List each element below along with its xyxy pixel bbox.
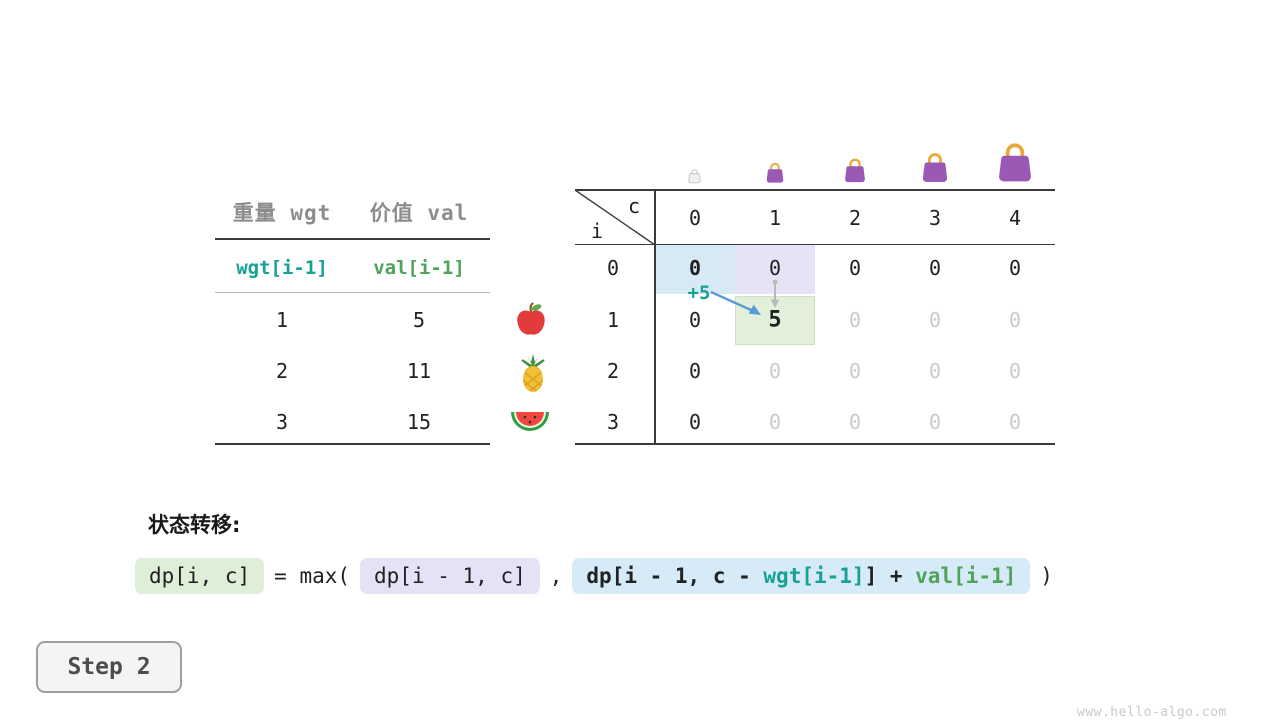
dp-cell-3-3: 0 [928,410,942,434]
item-row-val: 11 [406,359,432,383]
dp-cell-1-2: 0 [848,308,862,332]
dp-row-header: 1 [606,308,620,332]
items-table-mid-divider [215,292,490,293]
operator-comma: , [549,564,563,588]
item-row-val: 5 [412,308,426,332]
pineapple-icon [521,354,545,392]
dp-cell-2-2: 0 [848,359,862,383]
item-row-wgt: 1 [275,308,289,332]
dp-cell-0-2: 0 [848,256,862,280]
items-table-top-divider [215,238,490,240]
dp-col-header: 1 [768,206,782,230]
arrow-down-icon [770,279,780,308]
watermelon-icon [511,412,549,431]
dp-table-vertical-divider [654,189,656,445]
dp-cell-3-1: 0 [768,410,782,434]
dp-cell-2-4: 0 [1008,359,1022,383]
corner-diagonal-line [575,190,655,245]
dp-table-bottom-border [575,443,1055,445]
state-transition-label: 状态转移: [148,513,241,537]
wgt-formula-cell: wgt[i-1] [236,257,328,279]
dp-cell-3-2: 0 [848,410,862,434]
chip-dp-take: dp[i - 1, c - wgt[i-1]] + val[i-1] [572,558,1031,594]
chip-take-prefix: dp[i - 1, c - [586,564,764,588]
dp-cell-0-1: 0 [768,256,782,280]
bag-icon-lg [922,153,948,183]
arrow-take-icon [710,290,761,315]
dp-row-header: 2 [606,359,620,383]
operator-close-paren: ) [1040,564,1053,588]
dp-table-header-divider [575,244,1055,245]
dp-cell-0-4: 0 [1008,256,1022,280]
bag-icon-md [845,158,865,183]
items-col-header-value: 价值 val [369,201,469,225]
dp-cell-2-0: 0 [688,359,702,383]
item-row-wgt: 2 [275,359,289,383]
chip-dp-skip: dp[i - 1, c] [360,558,540,594]
dp-cell-1-4: 0 [1008,308,1022,332]
chip-take-mid: ] + [864,564,916,588]
dp-cell-0-0: 0 [688,256,702,280]
dp-cell-1-3: 0 [928,308,942,332]
watermark: www.hello-algo.com [1077,705,1227,720]
dp-cell-1-0: 0 [688,308,702,332]
dp-row-header: 3 [606,410,620,434]
chip-take-val: val[i-1] [915,564,1017,588]
dp-table-top-border [575,189,1055,191]
dp-col-header: 3 [928,206,942,230]
bag-icon-sm [766,162,784,183]
bag-icon-xl [999,143,1031,182]
step-badge[interactable]: Step 2 [36,641,182,693]
val-formula-cell: val[i-1] [373,257,465,279]
operator-eq-max: = max( [274,564,351,588]
transition-formula: dp[i, c] = max( dp[i - 1, c] , dp[i - 1,… [135,558,1053,594]
dp-row-header: 0 [606,256,620,280]
dp-cell-3-4: 0 [1008,410,1022,434]
dp-col-header: 2 [848,206,862,230]
highlight-cell-blue [655,245,735,294]
dp-col-header: 0 [688,206,702,230]
dp-cell-1-1: 5 [768,307,782,333]
item-row-wgt: 3 [275,410,289,434]
corner-row-var: i [590,219,604,243]
step-label: Step 2 [67,654,151,680]
chip-dp-current: dp[i, c] [135,558,265,594]
items-table-bottom-divider [215,443,490,445]
dp-cell-0-3: 0 [928,256,942,280]
apple-icon [517,302,545,335]
corner-col-var: c [627,194,641,218]
plus-value-annotation: +5 [687,282,711,304]
bag-icon-empty [688,169,701,184]
item-row-val: 15 [406,410,432,434]
chip-take-wgt: wgt[i-1] [763,564,865,588]
dp-cell-3-0: 0 [688,410,702,434]
items-col-header-weight: 重量 wgt [232,201,332,225]
dp-col-header: 4 [1008,206,1022,230]
dp-cell-2-3: 0 [928,359,942,383]
dp-cell-2-1: 0 [768,359,782,383]
